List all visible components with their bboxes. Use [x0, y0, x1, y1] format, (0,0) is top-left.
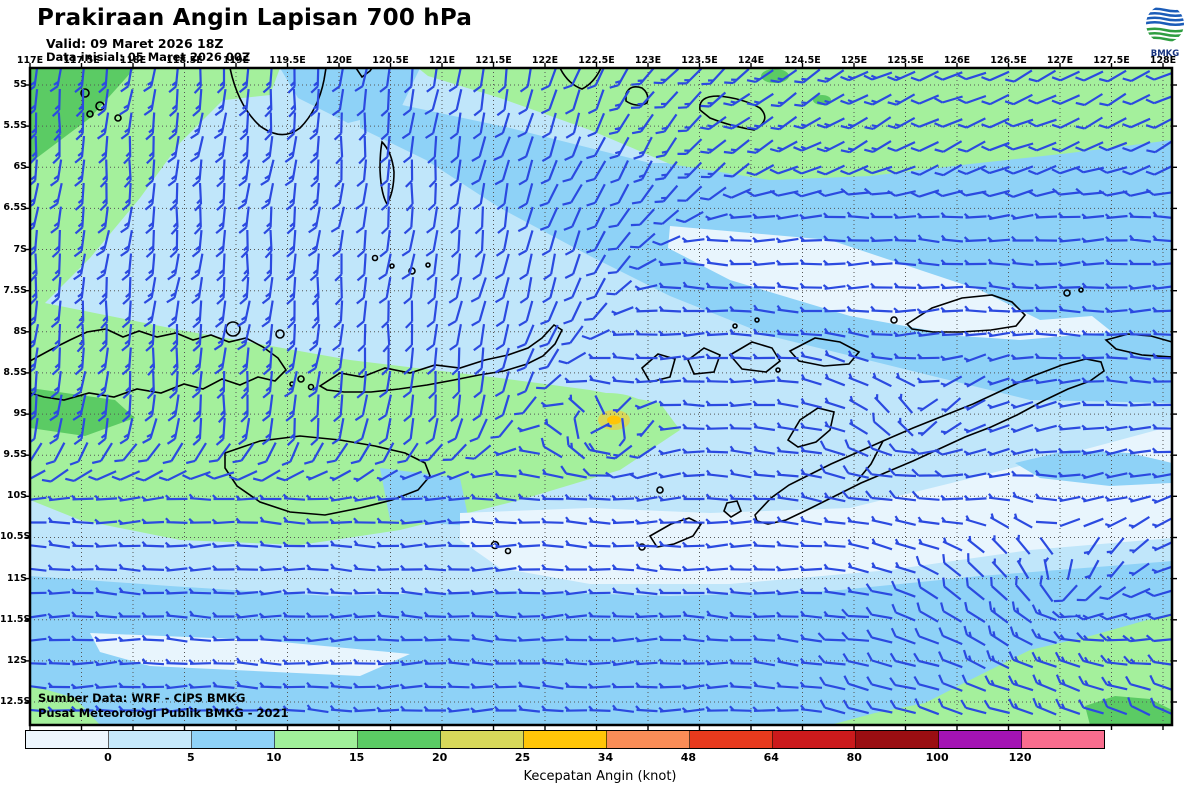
lon-label: 123.5E: [681, 55, 718, 66]
legend-caption: Kecepatan Angin (knot): [523, 769, 677, 784]
legend-swatch: [26, 731, 109, 748]
lat-label: 11S: [6, 572, 27, 584]
lon-label: 121.5E: [475, 55, 512, 66]
lon-label: 128E: [1149, 55, 1177, 66]
legend-swatch: [441, 731, 524, 748]
lon-label: 124E: [737, 55, 765, 66]
source-org-label: Pusat Meteorologi Publik BMKG - 2021: [38, 706, 289, 720]
legend-swatch: [773, 731, 856, 748]
lon-label: 117.5E: [63, 55, 100, 66]
legend-tick-value: 0: [104, 751, 112, 764]
legend-swatch: [856, 731, 939, 748]
lat-label: 8S: [13, 325, 27, 337]
lon-label: 119.5E: [269, 55, 306, 66]
lon-label: 120.5E: [372, 55, 409, 66]
lon-label: 127E: [1046, 55, 1074, 66]
legend-tick-value: 25: [514, 751, 531, 764]
lat-label: 7S: [13, 243, 27, 255]
legend-swatch: [358, 731, 441, 748]
lat-label: 6.5S: [3, 202, 27, 214]
bmkg-logo: BMKG: [1141, 3, 1189, 59]
legend-swatch: [275, 731, 358, 748]
page-title: Prakiraan Angin Lapisan 700 hPa: [37, 5, 473, 31]
coastline-layer: [31, 69, 1171, 555]
wind-speed-legend: [25, 730, 1105, 749]
wind-map-svg: [25, 63, 1177, 730]
lat-label: 9S: [13, 408, 27, 420]
legend-tick-value: 48: [680, 751, 697, 764]
lat-label: 11.5S: [0, 613, 31, 625]
lon-label: 126E: [943, 55, 971, 66]
legend-tick-value: 64: [763, 751, 779, 764]
legend-tick-value: 34: [597, 751, 614, 764]
legend-swatch: [109, 731, 192, 748]
legend-swatch: [690, 731, 773, 748]
lat-label: 6S: [13, 161, 27, 173]
legend-tick-value: 5: [187, 751, 195, 764]
lon-label: 120E: [325, 55, 353, 66]
lat-label: 5.5S: [3, 120, 27, 132]
lon-label: 125.5E: [887, 55, 924, 66]
init-time-label: Data inisial: 05 Maret 2026 00Z: [46, 50, 251, 64]
lon-label: 121E: [428, 55, 456, 66]
lat-label: 10.5S: [0, 531, 31, 543]
lat-label: 5S: [13, 79, 27, 90]
lat-label: 7.5S: [3, 284, 27, 296]
lon-label: 122E: [531, 55, 559, 66]
lon-label: 118E: [119, 55, 147, 66]
lon-label: 119E: [222, 55, 250, 66]
legend-tick-value: 10: [266, 751, 282, 764]
lat-label: 8.5S: [3, 366, 27, 378]
lon-label: 123E: [634, 55, 662, 66]
lon-label: 127.5E: [1093, 55, 1130, 66]
lat-label: 12S: [6, 654, 27, 666]
lon-label: 122.5E: [578, 55, 615, 66]
legend-tick-value: 100: [925, 751, 949, 764]
legend-tick-value: 20: [431, 751, 448, 764]
lon-label: 118.5E: [166, 55, 203, 66]
legend-tick-value: 15: [349, 751, 365, 764]
map-area: [25, 63, 1177, 730]
lon-label: 125E: [840, 55, 868, 66]
lon-label: 124.5E: [784, 55, 821, 66]
source-data-label: Sumber Data: WRF - CIPS BMKG: [38, 691, 246, 705]
legend-swatch: [607, 731, 690, 748]
legend-swatch: [192, 731, 275, 748]
valid-time-label: Valid: 09 Maret 2026 18Z: [46, 36, 224, 51]
lon-label: 117E: [16, 55, 44, 66]
lon-label: 126.5E: [990, 55, 1027, 66]
legend-swatch: [524, 731, 607, 748]
lat-label: 9.5S: [3, 449, 27, 461]
lat-label: 10S: [6, 490, 27, 502]
legend-tick-value: 120: [1008, 751, 1032, 764]
legend-swatch: [1022, 731, 1104, 748]
graticule-layer: [30, 68, 1172, 725]
map-border: [28, 66, 1174, 727]
bmkg-logo-text: BMKG: [1150, 49, 1180, 59]
legend-tick-value: 80: [846, 751, 862, 764]
legend-swatch: [939, 731, 1022, 748]
lat-label: 12.5S: [0, 696, 31, 708]
bmkg-logo-icon: [1146, 5, 1184, 43]
wind-barbs-layer: [31, 69, 1171, 717]
